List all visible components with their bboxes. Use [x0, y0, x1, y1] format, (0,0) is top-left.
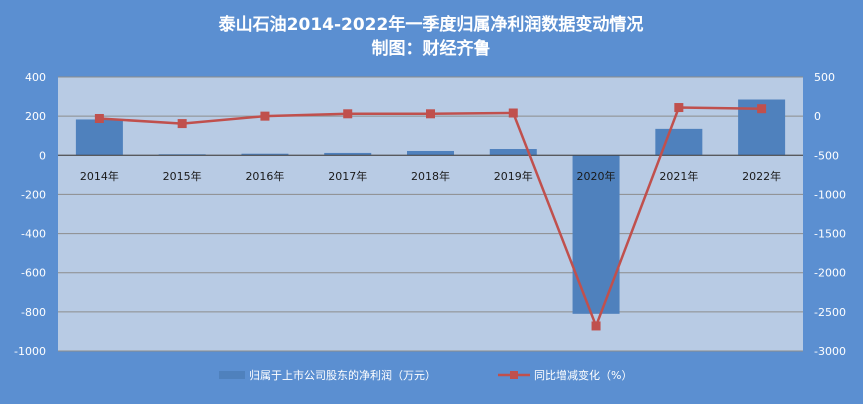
line-marker — [508, 108, 518, 118]
chart-title: 泰山石油2014-2022年一季度归属净利润数据变动情况 — [219, 14, 644, 35]
line-marker — [757, 104, 767, 114]
line-marker — [177, 119, 187, 129]
right-axis-tick-label: -500 — [814, 149, 839, 162]
left-axis-tick-label: -400 — [21, 228, 46, 241]
line-marker — [94, 113, 104, 123]
right-axis-tick-label: -2500 — [814, 306, 846, 319]
chart-subtitle: 制图：财经齐鲁 — [372, 38, 491, 59]
category-label: 2017年 — [328, 169, 367, 183]
left-axis-tick-label: 400 — [25, 71, 46, 84]
left-axis-tick-label: -600 — [21, 267, 46, 280]
category-label: 2015年 — [163, 169, 202, 183]
left-axis-tick-label: 0 — [39, 149, 46, 162]
bar — [324, 152, 372, 156]
category-label: 2019年 — [494, 169, 533, 183]
category-label: 2014年 — [80, 169, 119, 183]
line-marker — [343, 109, 353, 119]
right-axis-tick-label: -1500 — [814, 228, 846, 241]
bar — [407, 150, 454, 156]
right-axis-tick-label: -1000 — [814, 188, 846, 201]
left-axis-tick-label: -1000 — [14, 345, 46, 358]
line-marker — [591, 321, 601, 331]
category-labels: 2014年 2015年 2016年 2017年 2018年 2019年 2020年 2021年… — [80, 169, 781, 183]
line-marker — [260, 111, 270, 121]
left-axis-tick-label: -200 — [21, 188, 46, 201]
right-axis-tick-label: -3000 — [814, 345, 846, 358]
legend-bar-swatch — [219, 371, 245, 379]
right-axis-tick-label: 500 — [814, 71, 835, 84]
left-axis-tick-label: -800 — [21, 306, 46, 319]
category-label: 2020年 — [577, 169, 616, 183]
right-axis-tick-label: -2000 — [814, 267, 846, 280]
left-axis-ticks: 400 200 0 -200 -400 -600 -800 -1000 — [14, 71, 46, 358]
legend-bar-label: 归属于上市公司股东的净利润（万元） — [249, 368, 436, 382]
left-axis-tick-label: 200 — [25, 110, 46, 123]
category-label: 2018年 — [411, 169, 450, 183]
legend-line-marker — [510, 371, 518, 379]
bar — [241, 153, 289, 156]
category-label: 2016年 — [245, 169, 284, 183]
bar — [75, 119, 123, 156]
line-marker — [426, 109, 435, 119]
right-axis-tick-label: 0 — [814, 110, 821, 123]
bar — [489, 149, 537, 156]
line-marker — [674, 103, 684, 113]
category-label: 2021年 — [659, 169, 698, 183]
line-series — [94, 103, 767, 331]
category-label: 2022年 — [742, 169, 781, 183]
legend-line-label: 同比增减变化（%） — [534, 368, 632, 382]
right-axis-ticks: 500 0 -500 -1000 -1500 -2000 -2500 -3000 — [814, 71, 846, 358]
legend: 归属于上市公司股东的净利润（万元） 同比增减变化（%） — [219, 368, 632, 382]
